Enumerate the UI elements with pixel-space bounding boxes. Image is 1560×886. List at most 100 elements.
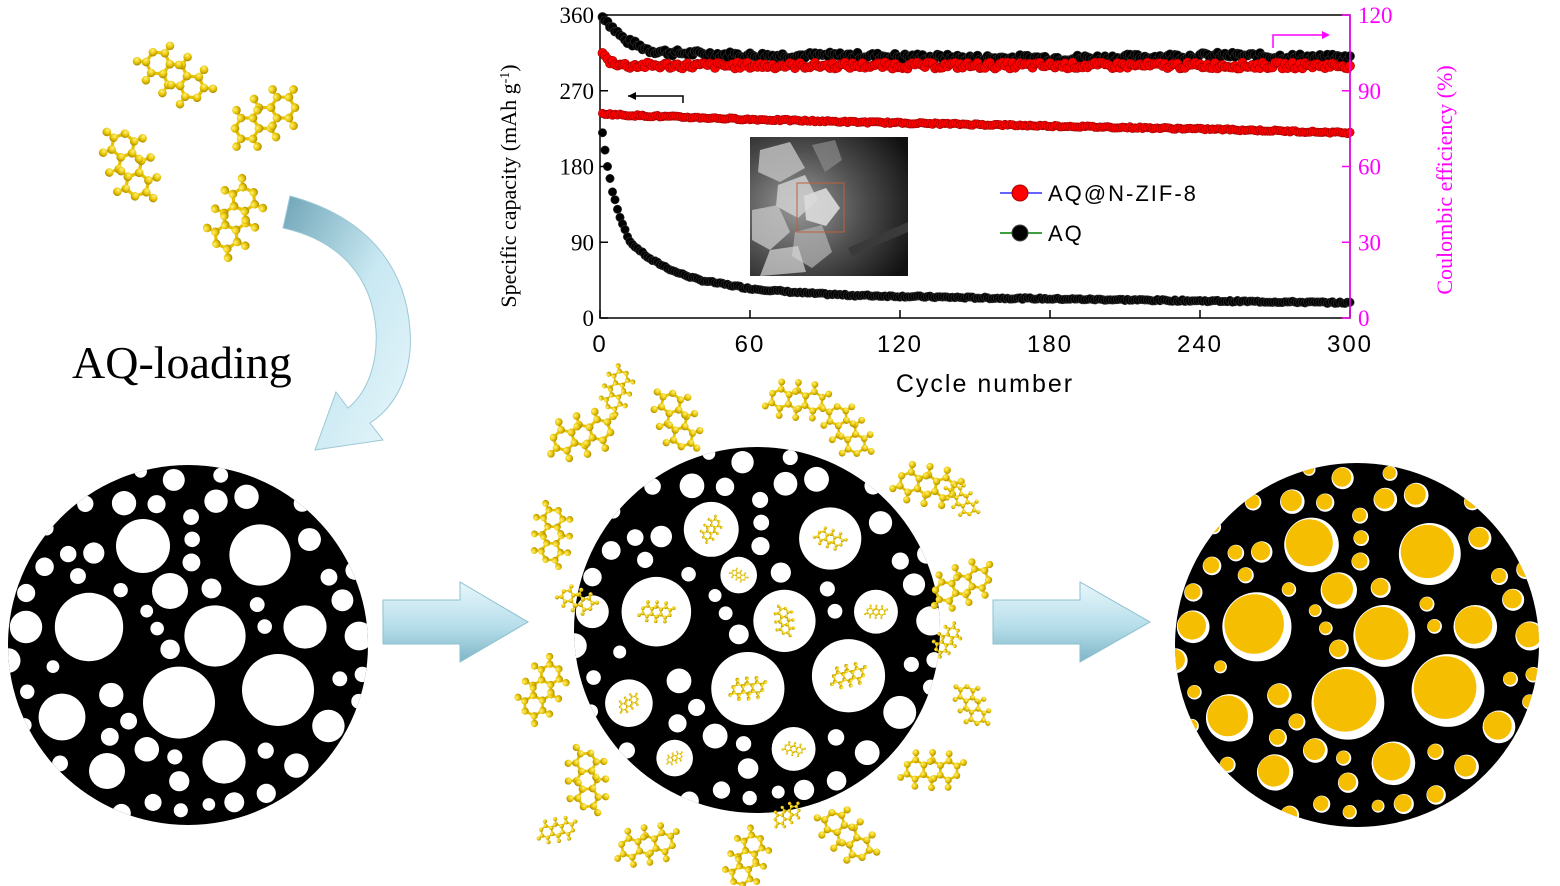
x-tick-label: 180 bbox=[1027, 331, 1073, 358]
pore bbox=[916, 606, 940, 636]
pore-molecule-icon bbox=[637, 600, 676, 624]
pore bbox=[150, 621, 164, 636]
aq-molecule-icon bbox=[98, 127, 162, 203]
aq-filled-pore bbox=[1355, 606, 1409, 661]
left-y-tick-label: 360 bbox=[560, 3, 595, 28]
pore bbox=[284, 753, 309, 778]
pore bbox=[9, 610, 43, 644]
surrounding-aq-molecule-icon bbox=[514, 652, 570, 728]
aq-filled-pore bbox=[1187, 685, 1201, 698]
pore bbox=[683, 501, 739, 557]
pore bbox=[17, 583, 36, 603]
surrounding-aq-molecule-icon bbox=[564, 743, 610, 817]
pore bbox=[799, 507, 862, 570]
aq-filled-pore bbox=[1313, 669, 1377, 732]
pore bbox=[626, 529, 644, 546]
left-y-tick-label: 180 bbox=[560, 155, 595, 180]
pore bbox=[351, 693, 367, 709]
right-axis-arrow-icon bbox=[1272, 31, 1330, 48]
pore bbox=[46, 660, 60, 674]
aq-filled-pore bbox=[1251, 541, 1271, 561]
pore bbox=[54, 592, 124, 662]
pore bbox=[182, 553, 201, 572]
pore bbox=[52, 755, 68, 772]
arrow-1-icon bbox=[382, 581, 529, 663]
aq-filled-pore bbox=[1372, 800, 1384, 812]
capacity-point bbox=[600, 145, 610, 155]
tem-inset-image bbox=[750, 137, 908, 276]
series-aq bbox=[597, 12, 1355, 308]
pore bbox=[586, 670, 601, 685]
pore-molecule-icon bbox=[618, 692, 639, 714]
pore bbox=[819, 581, 835, 597]
pore bbox=[868, 511, 893, 535]
aq-filled-pore bbox=[1177, 611, 1206, 640]
x-axis-ticks: 0 60 120 180 240 300 bbox=[592, 310, 1371, 358]
aq-filled-pore bbox=[1267, 684, 1290, 706]
aq-filled-pore bbox=[1220, 757, 1234, 772]
right-y-axis-label: Coulombic efficiency (%) bbox=[1432, 65, 1457, 294]
aq-filled-pore bbox=[1321, 573, 1353, 605]
aq-filled-pore bbox=[1336, 750, 1350, 765]
aq-filled-pore bbox=[1228, 545, 1243, 560]
aq-filled-pore bbox=[1522, 694, 1536, 708]
surrounding-aq-molecule-icon bbox=[530, 499, 574, 571]
pore bbox=[38, 693, 86, 741]
aq-filled-pore bbox=[1468, 527, 1489, 548]
pore-molecule-icon bbox=[830, 662, 867, 690]
aq-filled-pore bbox=[1329, 640, 1347, 658]
pore bbox=[59, 545, 77, 563]
pore bbox=[735, 736, 752, 752]
aq-molecule-icon bbox=[202, 173, 268, 263]
aq-filled-pore bbox=[1214, 660, 1226, 672]
aq-filled-pore bbox=[1383, 466, 1396, 480]
chart-legend: AQ@N-ZIF-8 AQ bbox=[1000, 181, 1196, 246]
aq-filled-pore bbox=[1313, 796, 1329, 811]
aq-filled-pore bbox=[1372, 742, 1411, 781]
pore bbox=[782, 449, 798, 466]
aq-filled-pore bbox=[1269, 729, 1285, 745]
pore bbox=[100, 727, 119, 746]
aq-filled-pore bbox=[1257, 755, 1290, 787]
aq-loading-label: AQ-loading bbox=[72, 337, 292, 388]
pore bbox=[312, 709, 345, 743]
pore-molecule-icon bbox=[728, 567, 749, 583]
aq-molecule-icon bbox=[230, 85, 300, 151]
aq-filled-pore bbox=[1419, 597, 1433, 611]
pore-molecule-icon bbox=[666, 750, 683, 766]
pore bbox=[613, 645, 627, 659]
pore bbox=[344, 621, 368, 651]
pore bbox=[140, 604, 154, 618]
series-aq-zif8 bbox=[597, 48, 1355, 139]
legend-item-aq-zif8: AQ@N-ZIF-8 bbox=[1000, 181, 1196, 206]
pore bbox=[854, 740, 880, 766]
right-y-axis-ticks: 0 30 60 90 120 bbox=[1342, 3, 1393, 331]
aq-filled-pore bbox=[1502, 589, 1522, 609]
aq-filled-pore bbox=[1245, 494, 1260, 509]
aq-filled-pore bbox=[1280, 806, 1298, 823]
pore bbox=[853, 589, 898, 634]
surrounding-aq-molecule-icon bbox=[547, 407, 617, 463]
pore bbox=[147, 495, 166, 514]
pore bbox=[116, 519, 170, 573]
pore bbox=[753, 514, 770, 531]
pore-molecule-icon bbox=[781, 740, 806, 758]
aq-molecule-icon bbox=[132, 41, 218, 109]
pore bbox=[601, 541, 621, 560]
pore bbox=[575, 595, 609, 629]
pore bbox=[751, 537, 770, 556]
pore bbox=[143, 666, 215, 739]
pore bbox=[35, 557, 54, 577]
aq-loaded-particle bbox=[1175, 463, 1539, 827]
pore bbox=[605, 679, 653, 727]
pore bbox=[804, 466, 829, 492]
pore bbox=[650, 525, 673, 548]
pore bbox=[668, 714, 687, 733]
aq-filled-pore bbox=[1319, 621, 1332, 634]
aq-filled-pore bbox=[1491, 568, 1507, 584]
x-tick-label: 240 bbox=[1177, 331, 1223, 358]
pore bbox=[298, 528, 321, 551]
surrounding-aq-molecule-icon bbox=[598, 363, 636, 417]
aq-filled-pore bbox=[1394, 794, 1412, 812]
